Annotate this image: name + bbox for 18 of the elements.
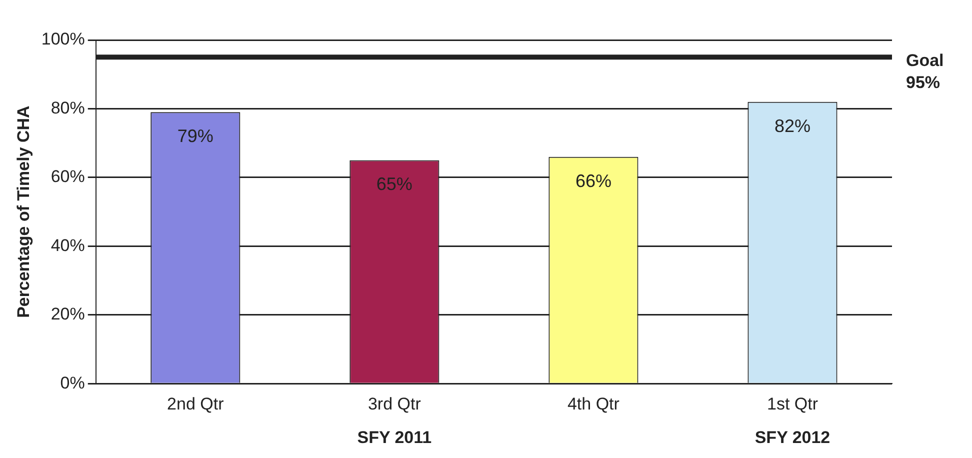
- data-label: 82%: [774, 116, 810, 136]
- y-tick-label: 40%: [50, 236, 85, 255]
- x-tick-label: 1st Qtr: [766, 394, 818, 414]
- data-label: 66%: [575, 170, 612, 191]
- y-tick-label: 60%: [50, 167, 85, 186]
- x-tick-label: 2nd Qtr: [167, 394, 224, 414]
- data-label: 79%: [177, 126, 214, 146]
- x-tick-label: 3rd Qtr: [368, 394, 422, 414]
- y-tick-label: 0%: [60, 373, 85, 392]
- y-tick-label: 20%: [50, 304, 85, 324]
- y-tick-label: 100%: [41, 30, 85, 49]
- ref-line-label: Goal 95%: [906, 50, 944, 92]
- y-axis-title: Percentage of Timely CHA: [14, 106, 33, 318]
- text: SFY 2012: [754, 428, 830, 447]
- x-tick-label: 4th Qtr: [567, 394, 620, 414]
- y-tick-label: 80%: [50, 98, 85, 118]
- text: SFY 2011: [357, 428, 432, 447]
- data-label: 65%: [376, 174, 412, 194]
